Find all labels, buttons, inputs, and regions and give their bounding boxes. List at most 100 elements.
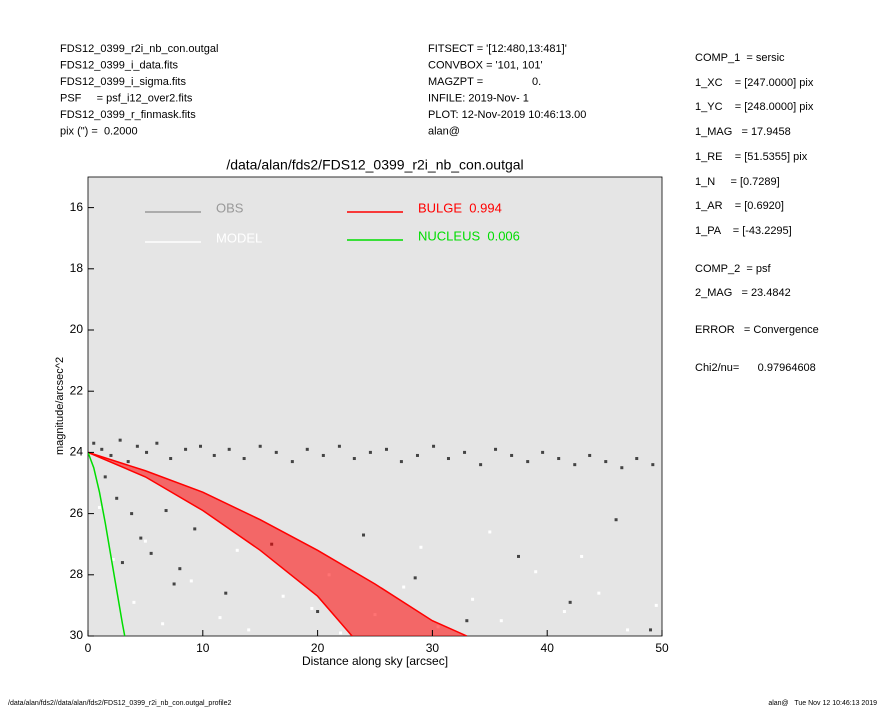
data-point <box>242 457 246 461</box>
data-point <box>92 441 96 445</box>
data-point <box>274 450 278 454</box>
data-point <box>557 457 561 461</box>
data-point <box>281 594 285 598</box>
header-left-line: FDS12_0399_i_sigma.fits <box>60 76 186 88</box>
data-point <box>494 447 498 451</box>
parameter-line: 1_PA = [-43.2295] <box>695 225 792 237</box>
data-point <box>126 460 130 464</box>
data-point <box>218 616 222 620</box>
header-middle-line: MAGZPT = 0. <box>428 76 541 88</box>
legend-label: BULGE 0.994 <box>418 200 502 215</box>
header-middle-line: CONVBOX = '101, 101' <box>428 59 543 71</box>
data-point <box>100 447 104 451</box>
data-point <box>432 444 436 448</box>
data-point <box>193 527 197 531</box>
data-point <box>465 619 469 623</box>
data-point <box>316 610 320 614</box>
data-point <box>169 457 173 461</box>
data-point <box>305 447 309 451</box>
data-point <box>155 441 159 445</box>
y-tick-label: 24 <box>70 445 84 459</box>
chart-title: /data/alan/fds2/FDS12_0399_r2i_nb_con.ou… <box>226 157 523 173</box>
data-point <box>654 603 658 607</box>
header-left-line: FDS12_0399_i_data.fits <box>60 59 179 71</box>
x-tick-label: 0 <box>85 641 92 655</box>
data-point <box>227 447 231 451</box>
y-tick-label: 22 <box>70 383 84 397</box>
data-point <box>463 450 467 454</box>
data-point <box>580 554 584 558</box>
header-middle-line: alan@ <box>428 125 460 137</box>
data-point <box>97 505 101 509</box>
legend-label: MODEL <box>216 230 262 245</box>
parameter-line: COMP_1 = sersic <box>695 52 785 64</box>
data-point <box>161 622 165 626</box>
data-point <box>111 558 115 561</box>
data-point <box>573 463 577 467</box>
data-point <box>626 628 630 632</box>
data-point <box>339 631 343 635</box>
parameter-line: 1_MAG = 17.9458 <box>695 126 791 138</box>
header-middle-line: INFILE: 2019-Nov- 1 <box>428 92 529 104</box>
data-point <box>620 466 624 470</box>
data-point <box>649 628 653 632</box>
parameter-line: ERROR = Convergence <box>695 324 819 336</box>
data-point <box>132 600 136 604</box>
header-left-line: FDS12_0399_r_finmask.fits <box>60 109 196 121</box>
data-point <box>352 457 356 461</box>
header-left-line: PSF = psf_i12_over2.fits <box>60 92 193 104</box>
model-curve <box>88 452 126 636</box>
data-point <box>337 444 341 448</box>
data-point <box>184 447 188 451</box>
data-point <box>362 533 366 537</box>
data-point <box>145 450 149 454</box>
plot-background <box>87 176 663 637</box>
data-point <box>172 582 176 586</box>
header-middle-line: FITSECT = '[12:480,13:481]' <box>428 43 567 55</box>
data-point <box>103 475 107 479</box>
parameter-line: 1_AR = [0.6920] <box>695 200 784 212</box>
data-point <box>321 453 325 457</box>
data-point <box>479 463 483 467</box>
y-tick-label: 16 <box>70 200 84 214</box>
data-point <box>258 444 262 448</box>
x-tick-label: 20 <box>311 641 325 655</box>
data-point <box>135 444 139 448</box>
data-point <box>614 518 618 522</box>
data-point <box>130 512 134 516</box>
x-tick-label: 40 <box>541 641 555 655</box>
header-left-line: pix (") = 0.2000 <box>60 125 138 137</box>
data-point <box>235 548 239 552</box>
y-tick-label: 28 <box>70 567 84 581</box>
data-point <box>651 463 655 467</box>
x-axis-label: Distance along sky [arcsec] <box>302 654 448 668</box>
header-middle-line: PLOT: 12-Nov-2019 10:46:13.00 <box>428 109 586 121</box>
plot-area <box>88 438 658 636</box>
data-point <box>541 450 545 454</box>
x-tick-label: 30 <box>426 641 440 655</box>
footer-right: alan@ Tue Nov 12 10:46:13 2019 <box>768 700 877 707</box>
data-point <box>568 600 572 604</box>
model-curve <box>88 451 353 636</box>
data-point <box>471 597 475 601</box>
data-point <box>143 539 147 543</box>
data-point <box>415 453 419 457</box>
data-point <box>368 450 372 454</box>
y-tick-label: 26 <box>70 506 84 520</box>
data-point <box>526 460 530 464</box>
data-point <box>499 619 503 623</box>
data-point <box>413 576 417 580</box>
data-point <box>178 567 182 571</box>
data-point <box>534 570 538 574</box>
x-tick-label: 10 <box>196 641 210 655</box>
y-tick-label: 18 <box>70 261 84 275</box>
y-tick-label: 20 <box>70 322 84 336</box>
data-point <box>597 591 601 595</box>
data-point <box>212 453 216 457</box>
data-point <box>399 460 403 464</box>
parameter-line: 1_XC = [247.0000] pix <box>695 77 814 89</box>
data-point <box>224 591 228 595</box>
data-point <box>402 585 406 589</box>
data-point <box>419 545 423 549</box>
data-point <box>517 554 520 558</box>
